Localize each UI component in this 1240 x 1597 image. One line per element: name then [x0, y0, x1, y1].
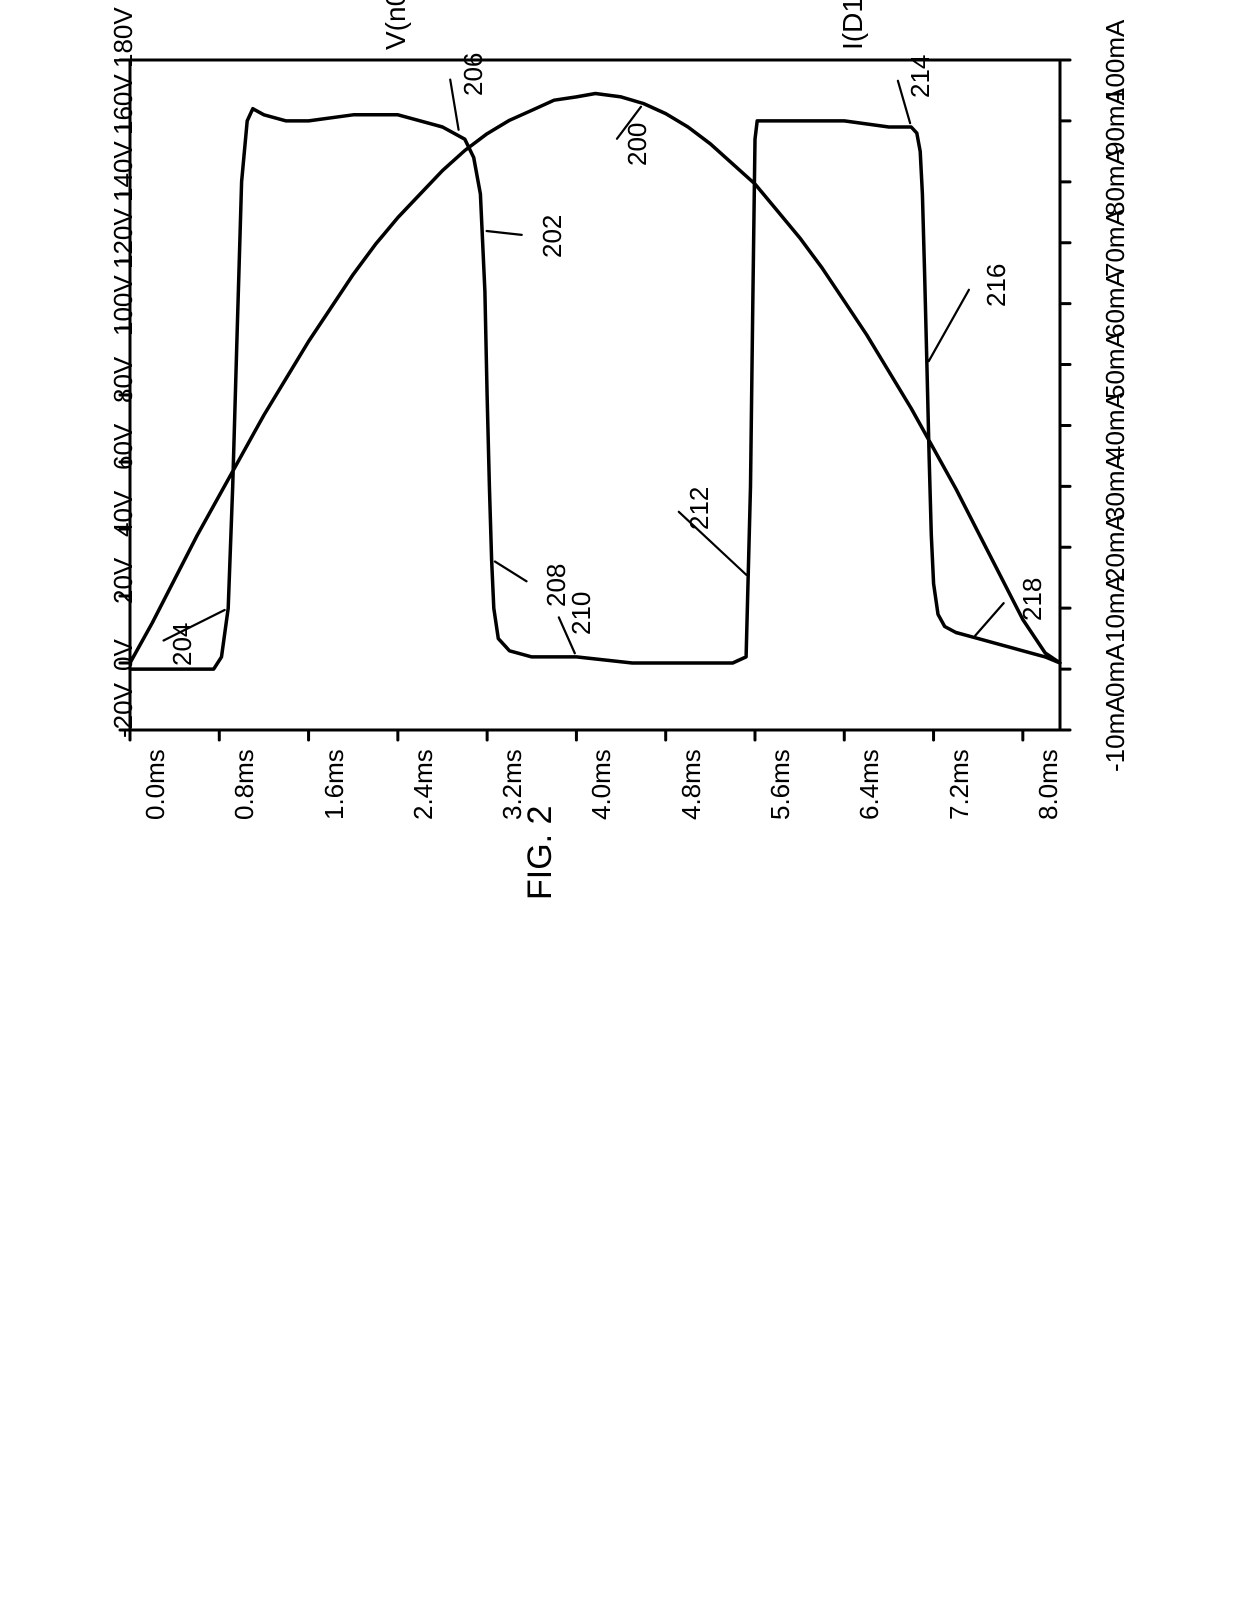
callout-202: 202	[537, 215, 568, 258]
plot-area	[0, 0, 1240, 900]
callout-leader-202	[487, 231, 522, 235]
callout-leader-218	[975, 603, 1003, 635]
callout-210: 210	[566, 591, 597, 634]
callout-200: 200	[622, 123, 653, 166]
callout-206: 206	[458, 53, 489, 96]
callout-216: 216	[981, 264, 1012, 307]
figure-stage: -20V0V20V40V60V80V100V120V140V160V180V -…	[0, 0, 1240, 1597]
figure-caption: FIG. 2	[521, 806, 560, 900]
current-curve-202	[130, 109, 1060, 669]
callout-212: 212	[684, 487, 715, 530]
callout-leader-216	[929, 290, 969, 361]
callout-204: 204	[167, 622, 198, 665]
callout-leader-208	[495, 562, 527, 582]
callout-218: 218	[1017, 578, 1048, 621]
callout-214: 214	[905, 54, 936, 97]
